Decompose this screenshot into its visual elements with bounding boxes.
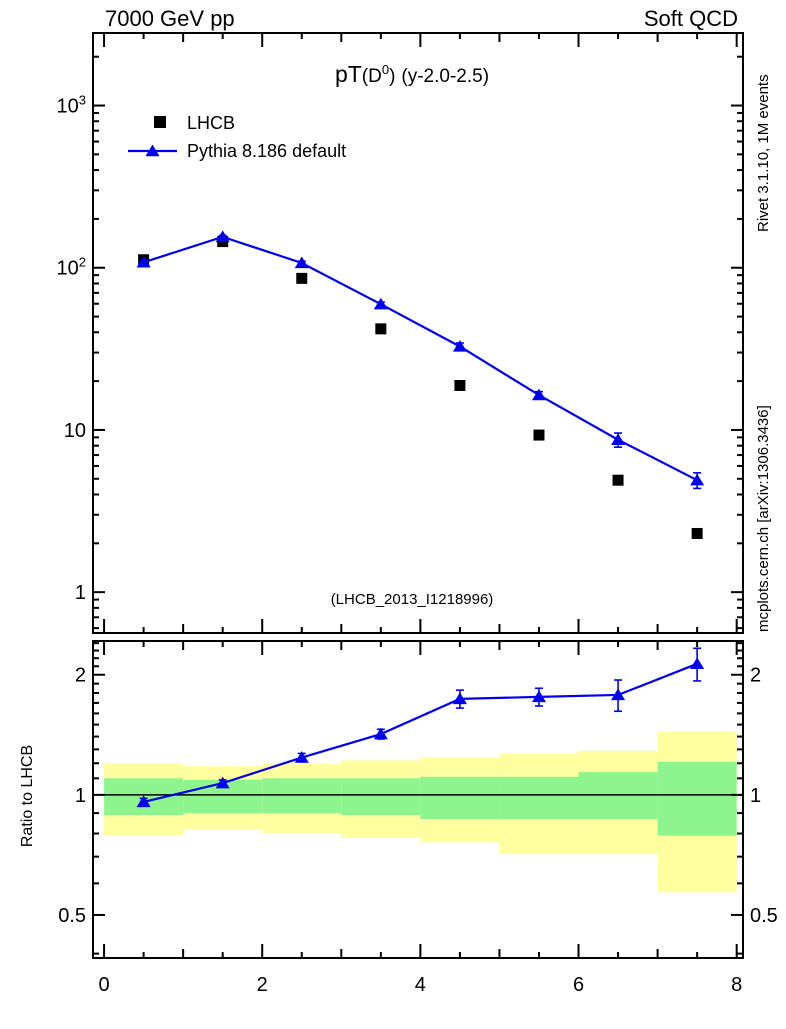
- ratio-uncertainty-bands: [104, 731, 737, 893]
- svg-text:2: 2: [257, 974, 268, 996]
- svg-text:1: 1: [75, 785, 86, 807]
- svg-text:10: 10: [64, 420, 86, 442]
- axis-ticks: [93, 33, 743, 958]
- svg-text:0.5: 0.5: [58, 905, 86, 927]
- svg-text:2: 2: [75, 665, 86, 687]
- beam-energy-label: 7000 GeV pp: [105, 6, 235, 31]
- lhcb-series: [138, 236, 703, 539]
- pythia-series: [136, 230, 705, 490]
- mcplots-reference-note: mcplots.cern.ch [arXiv:1306.3436]: [755, 405, 772, 632]
- physics-group-label: Soft QCD: [644, 6, 738, 31]
- svg-text:2: 2: [750, 665, 761, 687]
- rivet-version-note: Rivet 3.1.10, 1M events: [755, 74, 772, 232]
- svg-text:1: 1: [75, 582, 86, 604]
- svg-text:102: 102: [57, 255, 86, 280]
- plot-title: pT(D0) (y-2.0-2.5): [335, 61, 489, 87]
- watermark-label: (LHCB_2013_I1218996): [331, 591, 494, 608]
- svg-text:0: 0: [99, 974, 110, 996]
- axis-tick-labels: 0 2 4 6 8 1 10 102 103 0.5 0.5 1 1 2 2: [57, 93, 778, 996]
- ratio-axis-title: Ratio to LHCB: [19, 745, 36, 847]
- svg-text:0.5: 0.5: [750, 905, 778, 927]
- svg-text:8: 8: [731, 974, 742, 996]
- svg-text:4: 4: [415, 974, 426, 996]
- svg-text:6: 6: [573, 974, 584, 996]
- svg-text:1: 1: [750, 785, 761, 807]
- legend-label-pythia: Pythia 8.186 default: [187, 141, 346, 161]
- svg-text:103: 103: [57, 93, 86, 118]
- legend-label-lhcb: LHCB: [187, 113, 235, 133]
- ratio-series: [136, 647, 705, 808]
- legend-markers: [128, 116, 177, 157]
